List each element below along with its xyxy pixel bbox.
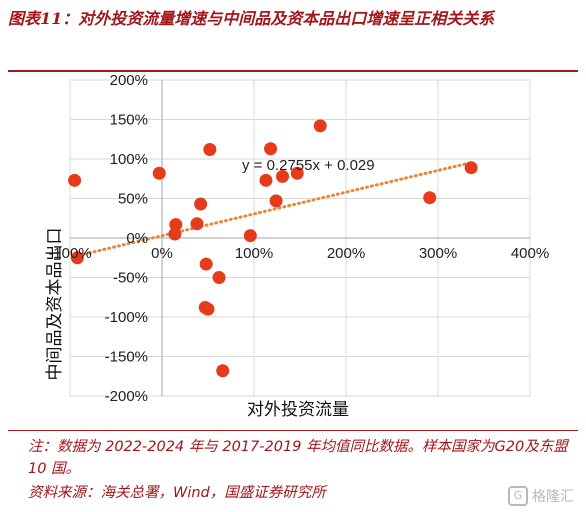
- y-tick-label: 0%: [126, 230, 148, 247]
- data-point: [199, 257, 213, 271]
- x-axis-title: 对外投资流量: [247, 400, 349, 419]
- y-tick-label: 200%: [110, 72, 148, 89]
- data-point: [68, 173, 82, 187]
- title-divider: [8, 70, 578, 72]
- y-tick-label: -150%: [105, 349, 148, 366]
- x-tick-label: -100%: [48, 245, 91, 262]
- data-points: [68, 119, 478, 378]
- data-point: [169, 218, 183, 232]
- x-tick-label: 100%: [235, 245, 273, 262]
- y-tick-label: -50%: [113, 270, 148, 287]
- figure-source: 资料来源：海关总署，Wind，国盛证券研究所: [28, 485, 326, 501]
- watermark-text: 格隆汇: [532, 489, 574, 505]
- data-point: [290, 166, 304, 180]
- trendline: [73, 161, 473, 258]
- data-point: [190, 217, 204, 231]
- y-tick-labels: 200% 150% 100% 50% 0% -50% -100% -150% -200%: [105, 72, 148, 405]
- data-point: [313, 119, 327, 133]
- y-tick-label: -200%: [105, 388, 148, 405]
- data-point: [276, 169, 290, 183]
- scatter-chart: -100% 0% 100% 200% 300% 400% 200% 150% 100% 50% 0…: [45, 72, 549, 419]
- x-tick-label: 300%: [419, 245, 457, 262]
- data-point: [259, 173, 273, 187]
- x-tick-labels: -100% 0% 100% 200% 300% 400%: [48, 245, 549, 262]
- data-point: [423, 191, 437, 205]
- watermark-logo-icon: G: [508, 486, 528, 506]
- data-point: [168, 227, 182, 241]
- data-point: [464, 161, 478, 175]
- data-point: [216, 364, 230, 378]
- figure-note: 注：数据为 2022-2024 年与 2017-2019 年均值同比数据。样本国…: [28, 439, 568, 477]
- data-point: [152, 166, 166, 180]
- y-tick-label: 150%: [110, 112, 148, 129]
- data-point: [269, 194, 283, 208]
- trendline-equation: y = 0.2755x + 0.029: [242, 157, 375, 174]
- trendline-group: [73, 161, 473, 258]
- data-point: [201, 302, 215, 316]
- data-point: [203, 143, 217, 157]
- figure-title: 图表11：对外投资流量增速与中间品及资本品出口增速呈正相关关系: [8, 9, 495, 28]
- x-tick-label: 400%: [511, 245, 549, 262]
- gridlines: [69, 79, 531, 397]
- y-axis-title: 中间品及资本品出口: [45, 228, 64, 381]
- data-point: [264, 142, 278, 156]
- x-tick-label: 200%: [327, 245, 365, 262]
- data-point: [212, 271, 226, 284]
- data-point: [194, 197, 208, 211]
- data-point: [243, 229, 257, 243]
- y-tick-label: 100%: [110, 151, 148, 168]
- watermark: G 格隆汇: [508, 486, 574, 506]
- notes-divider: [8, 430, 578, 431]
- x-tick-label: 0%: [151, 245, 173, 262]
- data-point: [70, 251, 84, 265]
- y-tick-label: 50%: [118, 191, 148, 208]
- y-tick-label: -100%: [105, 309, 148, 326]
